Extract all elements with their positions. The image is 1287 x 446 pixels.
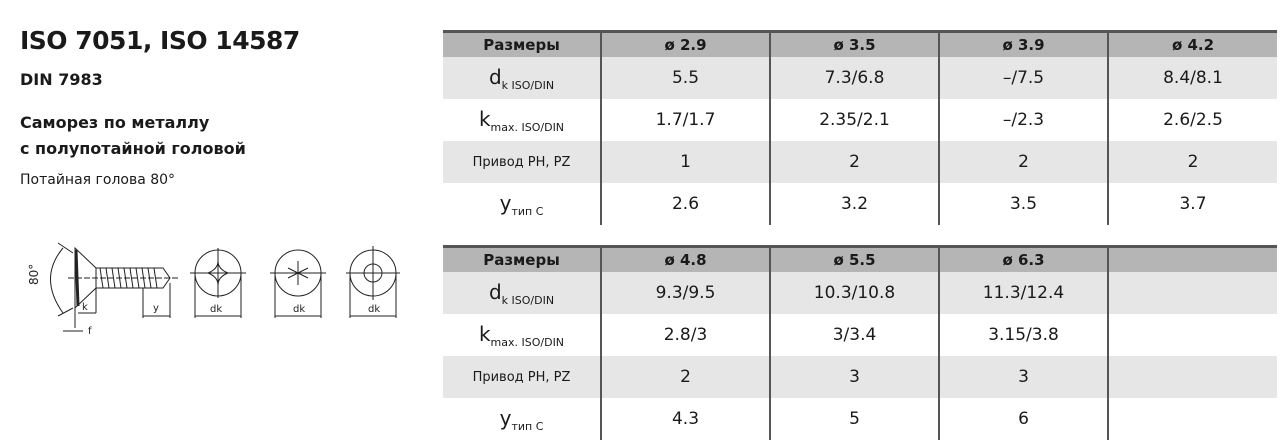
table-cell <box>1107 314 1277 356</box>
svg-text:y: y <box>153 303 159 314</box>
table-cell: 4.3 <box>600 398 770 440</box>
table-cell: dk ISO/DIN <box>443 57 601 99</box>
column-header: Размеры <box>443 245 601 272</box>
table-cell <box>1107 272 1277 314</box>
table-cell: 6 <box>938 398 1108 440</box>
standard: DIN 7983 <box>20 70 103 89</box>
table-cell: dk ISO/DIN <box>443 272 601 314</box>
column-header: Размеры <box>443 30 601 57</box>
product-name: Саморез по металлу с полупотайной головой <box>20 113 246 158</box>
table-row: dk ISO/DIN 9.3/9.5 10.3/10.8 11.3/12.4 <box>443 272 1277 314</box>
table-cell: 7.3/6.8 <box>769 57 939 99</box>
table-row: yтип C 2.6 3.2 3.5 3.7 <box>443 183 1277 225</box>
table-cell: 5 <box>769 398 939 440</box>
table-cell: Привод PH, PZ <box>443 356 601 398</box>
table-cell: kmax. ISO/DIN <box>478 321 565 349</box>
table-cell: yтип C <box>499 190 544 218</box>
table-row: yтип C 4.3 5 6 <box>443 398 1277 440</box>
table-cell: 3 <box>769 356 939 398</box>
head-note: Потайная голова 80° <box>20 172 176 188</box>
table-cell: 1.7/1.7 <box>600 99 770 141</box>
table-cell: 3.15/3.8 <box>938 314 1108 356</box>
table-cell: 3.5 <box>938 183 1108 225</box>
table-cell: –/2.3 <box>938 99 1108 141</box>
table-row: kmax. ISO/DIN 2.8/3 3/3.4 3.15/3.8 <box>443 314 1277 356</box>
page-title: ISO 7051, ISO 14587 <box>20 26 300 55</box>
table-cell: Размеры ø 4.8 ø 5.5 ø 6.3 <box>443 245 1277 272</box>
column-header <box>1107 245 1277 272</box>
table-cell: 3.7 <box>1107 183 1277 225</box>
column-header: ø 6.3 <box>938 245 1108 272</box>
table-cell: 11.3/12.4 <box>938 272 1108 314</box>
table-row: Привод PH, PZ 2 3 3 <box>443 356 1277 398</box>
table-cell: 2 <box>1107 141 1277 183</box>
table-cell: 5.5 <box>600 57 770 99</box>
size-table-1: Размеры ø 2.9 ø 3.5 ø 3.9 ø 4.2 dk ISO/DIN 5.… <box>443 30 1277 225</box>
table-cell: 9.3/9.5 <box>600 272 770 314</box>
column-header: ø 4.2 <box>1107 30 1277 57</box>
table-row: Привод PH, PZ 1 2 2 2 <box>443 141 1277 183</box>
screw-drawing: 80° k f y dk dk dk <box>27 242 400 337</box>
column-header: ø 4.8 <box>600 245 770 272</box>
svg-text:k: k <box>82 302 88 313</box>
table-cell: –/7.5 <box>938 57 1108 99</box>
table-cell <box>1107 398 1277 440</box>
table-cell: Привод PH, PZ <box>443 141 601 183</box>
svg-text:80°: 80° <box>27 264 41 285</box>
svg-text:f: f <box>88 326 92 337</box>
table-cell: yтип C <box>499 405 544 433</box>
column-header: ø 2.9 <box>600 30 770 57</box>
table-cell: 3.2 <box>769 183 939 225</box>
table-cell: Размеры ø 2.9 ø 3.5 ø 3.9 ø 4.2 <box>443 30 1277 57</box>
column-header: ø 5.5 <box>769 245 939 272</box>
table-cell: 2.6/2.5 <box>1107 99 1277 141</box>
size-table-2: Размеры ø 4.8 ø 5.5 ø 6.3 dk ISO/DIN 9.3/9.5… <box>443 245 1277 440</box>
column-header: ø 3.9 <box>938 30 1108 57</box>
table-cell: 2.8/3 <box>600 314 770 356</box>
svg-text:dk: dk <box>293 304 305 315</box>
svg-text:dk: dk <box>368 304 380 315</box>
table-cell: 1 <box>600 141 770 183</box>
table-cell: 3 <box>938 356 1108 398</box>
table-cell: 10.3/10.8 <box>769 272 939 314</box>
table-row: kmax. ISO/DIN 1.7/1.7 2.35/2.1 –/2.3 2.6/2.5 <box>443 99 1277 141</box>
table-cell: 8.4/8.1 <box>1107 57 1277 99</box>
svg-text:dk: dk <box>210 304 222 315</box>
table-cell: 2 <box>938 141 1108 183</box>
table-cell: 2 <box>600 356 770 398</box>
table-cell <box>1107 356 1277 398</box>
table-row: dk ISO/DIN 5.5 7.3/6.8 –/7.5 8.4/8.1 <box>443 57 1277 99</box>
table-cell: 2.35/2.1 <box>769 99 939 141</box>
column-header: ø 3.5 <box>769 30 939 57</box>
table-cell: 2.6 <box>600 183 770 225</box>
table-cell: kmax. ISO/DIN <box>478 106 565 134</box>
table-cell: 2 <box>769 141 939 183</box>
table-cell: 3/3.4 <box>769 314 939 356</box>
